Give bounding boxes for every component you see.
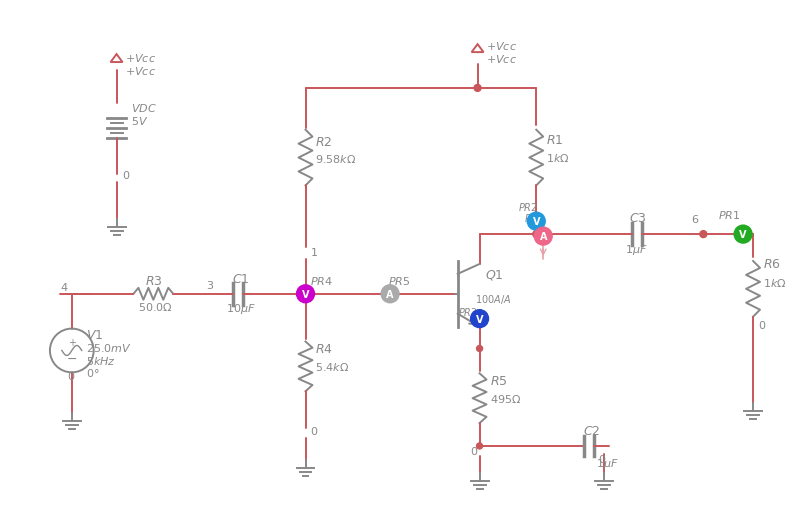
Text: A: A [539, 232, 547, 242]
Circle shape [476, 346, 483, 352]
Text: $1$: $1$ [311, 245, 319, 258]
Text: $5V$: $5V$ [132, 115, 149, 127]
Circle shape [476, 443, 483, 449]
Text: $R3$: $R3$ [145, 275, 163, 288]
Text: $C2$: $C2$ [583, 423, 600, 437]
Text: $R4$: $R4$ [316, 343, 333, 355]
Text: $+Vcc$: $+Vcc$ [125, 52, 156, 64]
Text: $0$: $0$ [67, 370, 75, 382]
Text: $C1$: $C1$ [232, 273, 249, 286]
Circle shape [471, 310, 488, 328]
Text: $0$: $0$ [311, 424, 319, 436]
Text: $1\mu F$: $1\mu F$ [596, 456, 618, 470]
Text: $0$: $0$ [470, 444, 478, 456]
Text: $V1$: $V1$ [85, 328, 103, 342]
Text: $10\mu F$: $10\mu F$ [226, 301, 256, 315]
Text: $R5$: $R5$ [490, 374, 507, 387]
Text: $5.4k\Omega$: $5.4k\Omega$ [316, 361, 350, 373]
Circle shape [296, 285, 315, 303]
Text: $PR2$: $PR2$ [519, 201, 539, 213]
Text: $PR3$: $PR3$ [458, 305, 478, 317]
Text: $R6$: $R6$ [763, 258, 781, 271]
Text: $0°$: $0°$ [85, 366, 99, 379]
Text: $495\Omega$: $495\Omega$ [490, 392, 521, 405]
Text: A: A [386, 289, 394, 299]
Text: $1k\Omega$: $1k\Omega$ [763, 276, 786, 288]
Text: $+Vcc$: $+Vcc$ [125, 65, 156, 77]
Text: $25.0mV$: $25.0mV$ [85, 342, 132, 354]
Text: $PR1$: $PR1$ [718, 209, 741, 221]
Circle shape [535, 228, 552, 245]
Circle shape [302, 291, 309, 298]
Text: $PR5$: $PR5$ [388, 274, 411, 286]
Text: $3$: $3$ [206, 278, 214, 290]
Text: $C3$: $C3$ [629, 211, 646, 224]
Text: $4$: $4$ [60, 280, 69, 292]
Text: $R2$: $R2$ [316, 136, 332, 149]
Text: V: V [532, 217, 540, 227]
Text: $PR4$: $PR4$ [311, 274, 333, 286]
Text: $0$: $0$ [598, 452, 606, 464]
Text: $R1$: $R1$ [547, 134, 563, 147]
Text: $0$: $0$ [121, 169, 129, 181]
Circle shape [734, 225, 752, 244]
Text: $PR6$: $PR6$ [524, 212, 544, 224]
Text: $+Vcc$: $+Vcc$ [486, 40, 516, 52]
Text: $1k\Omega$: $1k\Omega$ [547, 151, 570, 163]
Circle shape [474, 86, 481, 92]
Text: $VDC$: $VDC$ [132, 102, 157, 114]
Text: $9.58k\Omega$: $9.58k\Omega$ [316, 152, 356, 164]
Circle shape [700, 231, 707, 238]
Circle shape [381, 285, 399, 303]
Text: +: + [68, 337, 76, 347]
Text: V: V [476, 314, 483, 324]
Text: $0$: $0$ [758, 318, 766, 330]
Text: V: V [302, 289, 309, 299]
Text: $50.0\Omega$: $50.0\Omega$ [138, 300, 173, 312]
Circle shape [527, 213, 545, 231]
Text: V: V [739, 230, 747, 240]
Text: $100A/A$: $100A/A$ [475, 293, 511, 305]
Text: −: − [66, 352, 77, 365]
Text: $1\mu F$: $1\mu F$ [625, 243, 647, 257]
Text: $+Vcc$: $+Vcc$ [486, 53, 516, 65]
Circle shape [533, 231, 540, 238]
Text: $6$: $6$ [691, 213, 700, 225]
Text: $5kHz$: $5kHz$ [85, 355, 116, 366]
Text: $Q1$: $Q1$ [484, 267, 503, 281]
